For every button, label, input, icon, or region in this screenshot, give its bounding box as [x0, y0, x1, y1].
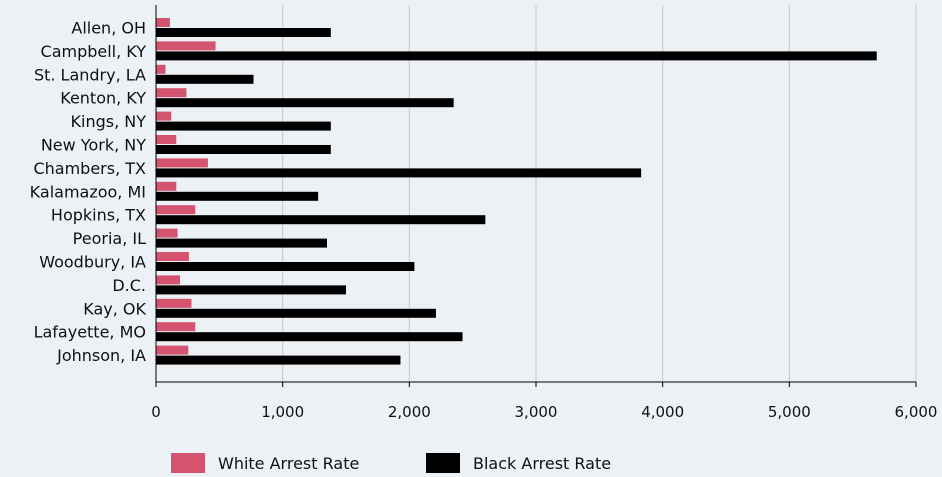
x-tick-label: 6,000	[895, 403, 938, 421]
white-arrest-bar	[156, 111, 172, 121]
legend-swatch-white	[171, 453, 205, 473]
category-label: Kay, OK	[83, 299, 146, 318]
white-arrest-bar	[156, 88, 187, 98]
category-labels: Allen, OH Campbell, KY St. Landry, LA Kento…	[30, 19, 147, 366]
white-arrest-bar	[156, 41, 216, 51]
white-arrest-bar	[156, 298, 192, 308]
category-label: Kalamazoo, MI	[30, 182, 146, 201]
black-arrest-bar	[156, 28, 331, 37]
x-tick-labels: 0 1,000 2,000 3,000 4,000 5,000 6,000	[151, 403, 937, 421]
white-arrest-bar	[156, 275, 181, 285]
legend: White Arrest Rate Black Arrest Rate	[171, 453, 611, 473]
category-label: Chambers, TX	[33, 159, 146, 178]
black-arrest-bar	[156, 168, 642, 178]
category-label: Kings, NY	[71, 112, 147, 131]
category-label: Campbell, KY	[41, 42, 147, 61]
black-arrest-bar	[156, 145, 331, 154]
white-arrest-bar	[156, 64, 166, 74]
black-arrest-bar	[156, 285, 346, 295]
category-label: New York, NY	[41, 136, 146, 155]
black-arrest-bar	[156, 308, 436, 318]
black-arrest-bar	[156, 262, 415, 271]
axes	[155, 5, 917, 387]
legend-label: White Arrest Rate	[218, 454, 359, 473]
category-label: Hopkins, TX	[51, 206, 146, 225]
legend-label: Black Arrest Rate	[473, 454, 611, 473]
x-tick-label: 0	[151, 403, 161, 421]
gridlines	[282, 5, 917, 382]
category-label: Woodbury, IA	[39, 253, 146, 272]
black-arrest-bar	[156, 74, 254, 84]
white-arrest-bar	[156, 18, 170, 27]
category-label: D.C.	[112, 276, 146, 295]
white-arrest-bar	[156, 228, 178, 238]
white-arrest-bar	[156, 322, 196, 332]
black-arrest-bar	[156, 121, 331, 131]
black-arrest-bar	[156, 332, 463, 342]
category-label: Johnson, IA	[56, 346, 146, 365]
white-arrest-bar	[156, 135, 177, 144]
x-tick-label: 5,000	[768, 403, 811, 421]
black-arrest-bar	[156, 355, 401, 365]
black-arrest-bar	[156, 215, 486, 225]
x-tick-label: 3,000	[515, 403, 558, 421]
category-label: Kenton, KY	[60, 89, 146, 108]
x-tick-label: 4,000	[641, 403, 684, 421]
black-arrest-bar	[156, 191, 319, 201]
black-arrest-bar	[156, 51, 877, 61]
x-tick-label: 2,000	[388, 403, 431, 421]
white-arrest-bar	[156, 345, 189, 355]
black-arrest-bar	[156, 238, 327, 248]
legend-swatch-black	[426, 453, 460, 473]
category-label: St. Landry, LA	[34, 65, 146, 84]
white-arrest-bar	[156, 205, 196, 215]
black-arrest-bar	[156, 98, 454, 108]
category-label: Allen, OH	[71, 19, 146, 38]
white-arrest-bar	[156, 252, 189, 261]
category-label: Lafayette, MO	[34, 323, 146, 342]
category-label: Peoria, IL	[73, 229, 146, 248]
bars	[156, 18, 877, 365]
x-tick-label: 1,000	[261, 403, 304, 421]
white-arrest-bar	[156, 158, 208, 168]
white-arrest-bar	[156, 181, 177, 191]
